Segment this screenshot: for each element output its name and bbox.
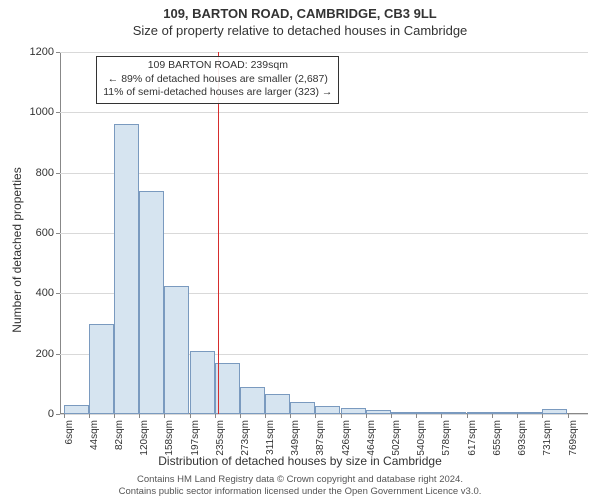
- y-tick-label: 1200: [30, 46, 54, 58]
- x-tick-label: 655sqm: [492, 420, 503, 456]
- footer-line-2: Contains public sector information licen…: [0, 486, 600, 498]
- histogram-bar: [416, 412, 441, 414]
- x-tick: [290, 414, 291, 418]
- page-title: 109, BARTON ROAD, CAMBRIDGE, CB3 9LL: [0, 0, 600, 21]
- x-tick-label: 578sqm: [441, 420, 452, 456]
- y-tick: [56, 52, 60, 53]
- annotation-line: ← 89% of detached houses are smaller (2,…: [103, 73, 332, 87]
- x-tick-label: 387sqm: [315, 420, 326, 456]
- x-tick-label: 464sqm: [366, 420, 377, 456]
- y-tick: [56, 414, 60, 415]
- x-tick-label: 502sqm: [391, 420, 402, 456]
- histogram-bar: [366, 410, 391, 414]
- x-tick-label: 769sqm: [568, 420, 579, 456]
- histogram-bar: [391, 412, 416, 414]
- x-tick: [467, 414, 468, 418]
- x-tick: [341, 414, 342, 418]
- y-tick: [56, 293, 60, 294]
- histogram-bar: [64, 405, 89, 414]
- x-tick: [139, 414, 140, 418]
- histogram-bar: [190, 351, 215, 414]
- x-tick-label: 617sqm: [467, 420, 478, 456]
- x-tick: [315, 414, 316, 418]
- y-tick-label: 200: [36, 348, 54, 360]
- x-tick-label: 731sqm: [542, 420, 553, 456]
- histogram-bar: [542, 409, 567, 414]
- annotation-line: 109 BARTON ROAD: 239sqm: [103, 59, 332, 73]
- x-tick-label: 44sqm: [89, 420, 100, 450]
- x-tick: [366, 414, 367, 418]
- histogram-bar: [265, 394, 290, 415]
- y-tick: [56, 354, 60, 355]
- histogram-bar: [441, 412, 466, 414]
- x-tick: [568, 414, 569, 418]
- x-tick: [190, 414, 191, 418]
- histogram-bar: [290, 402, 315, 414]
- y-tick-label: 800: [36, 167, 54, 179]
- y-tick-label: 400: [36, 287, 54, 299]
- x-tick-label: 426sqm: [341, 420, 352, 456]
- x-tick-label: 82sqm: [114, 420, 125, 450]
- histogram-bar: [315, 406, 340, 414]
- grid-line: [60, 173, 588, 174]
- x-tick-label: 693sqm: [517, 420, 528, 456]
- x-tick-label: 311sqm: [265, 420, 276, 455]
- x-tick: [542, 414, 543, 418]
- histogram-bar: [341, 408, 366, 414]
- x-tick-label: 235sqm: [215, 420, 226, 456]
- footer-attribution: Contains HM Land Registry data © Crown c…: [0, 474, 600, 498]
- x-tick: [391, 414, 392, 418]
- y-tick: [56, 112, 60, 113]
- x-tick: [492, 414, 493, 418]
- x-tick: [114, 414, 115, 418]
- page-subtitle: Size of property relative to detached ho…: [0, 21, 600, 38]
- x-tick: [416, 414, 417, 418]
- histogram-bar: [114, 124, 139, 414]
- x-tick: [64, 414, 65, 418]
- histogram-chart: 0200400600800100012006sqm44sqm82sqm120sq…: [60, 52, 588, 414]
- x-tick: [89, 414, 90, 418]
- histogram-bar: [89, 324, 114, 415]
- histogram-bar: [139, 191, 164, 414]
- x-tick-label: 120sqm: [139, 420, 150, 456]
- x-tick: [240, 414, 241, 418]
- histogram-bar: [517, 412, 542, 414]
- footer-line-1: Contains HM Land Registry data © Crown c…: [0, 474, 600, 486]
- x-tick-label: 273sqm: [240, 420, 251, 456]
- x-tick-label: 349sqm: [290, 420, 301, 456]
- histogram-bar: [492, 412, 517, 414]
- grid-line: [60, 112, 588, 113]
- y-tick-label: 600: [36, 227, 54, 239]
- x-axis-label: Distribution of detached houses by size …: [158, 454, 442, 468]
- x-tick-label: 6sqm: [64, 420, 75, 444]
- grid-line: [60, 52, 588, 53]
- x-tick-label: 540sqm: [416, 420, 427, 456]
- histogram-bar: [240, 387, 265, 414]
- x-tick: [215, 414, 216, 418]
- x-tick-label: 158sqm: [164, 420, 175, 456]
- x-tick: [164, 414, 165, 418]
- y-tick: [56, 233, 60, 234]
- histogram-bar: [215, 363, 240, 414]
- y-tick-label: 1000: [30, 106, 54, 118]
- x-tick-label: 197sqm: [190, 420, 201, 456]
- histogram-bar: [467, 412, 492, 414]
- annotation-line: 11% of semi-detached houses are larger (…: [103, 86, 332, 100]
- y-tick: [56, 173, 60, 174]
- x-tick: [517, 414, 518, 418]
- histogram-bar: [164, 286, 189, 414]
- annotation-box: 109 BARTON ROAD: 239sqm← 89% of detached…: [96, 56, 339, 104]
- x-tick: [441, 414, 442, 418]
- y-tick-label: 0: [48, 408, 54, 420]
- y-axis-label: Number of detached properties: [10, 167, 24, 332]
- x-tick: [265, 414, 266, 418]
- reference-line: [218, 52, 219, 414]
